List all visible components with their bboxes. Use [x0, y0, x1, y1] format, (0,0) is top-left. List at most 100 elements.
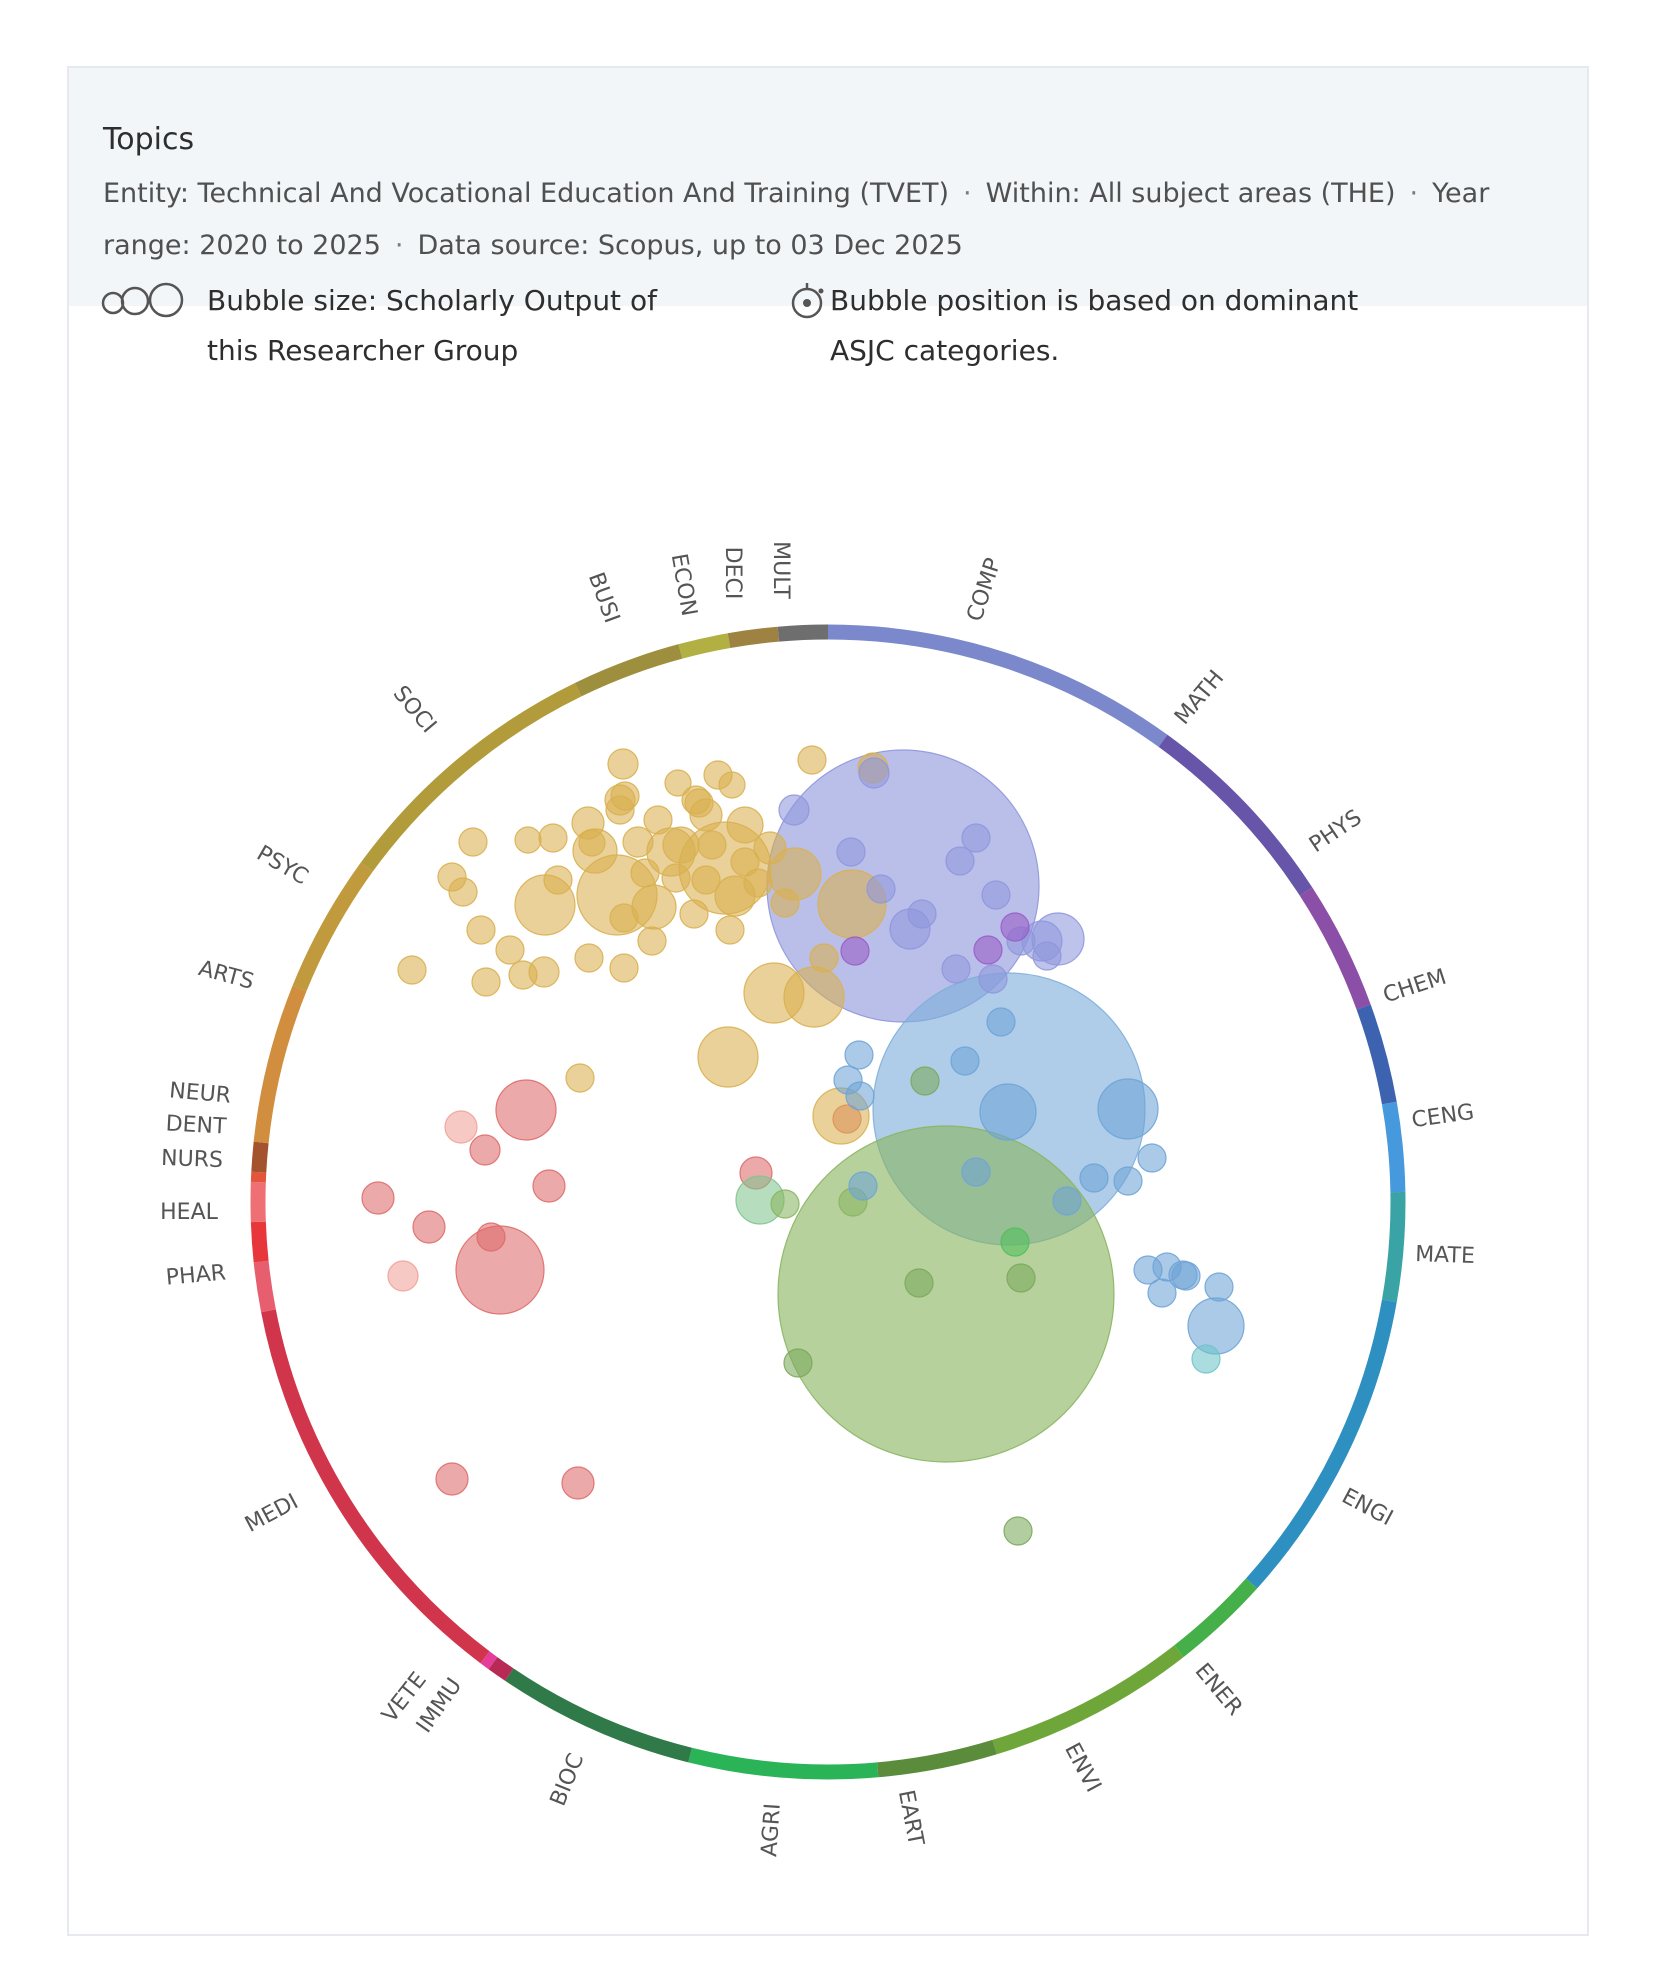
topic-bubble[interactable]: [1204, 1272, 1234, 1302]
topic-bubble[interactable]: [777, 1125, 1115, 1463]
ring-segment-psyc[interactable]: [292, 862, 373, 992]
topic-bubble[interactable]: [986, 1007, 1016, 1037]
topic-bubble[interactable]: [514, 826, 542, 854]
topic-bubble[interactable]: [1187, 1297, 1245, 1355]
topic-bubble[interactable]: [458, 827, 488, 857]
topic-bubble[interactable]: [609, 903, 639, 933]
topic-bubble[interactable]: [783, 1348, 813, 1378]
topic-bubble[interactable]: [532, 1169, 566, 1203]
topic-bubble[interactable]: [1006, 1263, 1036, 1293]
topic-bubble[interactable]: [973, 935, 1003, 965]
topic-bubble[interactable]: [466, 915, 496, 945]
topic-bubble[interactable]: [412, 1210, 446, 1244]
topic-bubble[interactable]: [543, 865, 573, 895]
topic-bubble[interactable]: [574, 943, 604, 973]
topic-bubble[interactable]: [941, 954, 971, 984]
topic-bubble[interactable]: [981, 880, 1011, 910]
topic-bubble[interactable]: [469, 1134, 501, 1166]
topic-bubble[interactable]: [718, 771, 746, 799]
topic-bubble[interactable]: [743, 868, 773, 898]
ring-segment-ener[interactable]: [1174, 1578, 1258, 1658]
topic-bubble[interactable]: [697, 830, 727, 860]
topic-bubble[interactable]: [444, 1110, 478, 1144]
topic-bubble[interactable]: [643, 805, 673, 835]
ring-segment-mult[interactable]: [777, 624, 829, 642]
ring-segment-deci[interactable]: [727, 626, 780, 649]
topic-bubble[interactable]: [495, 935, 525, 965]
topic-bubble[interactable]: [664, 769, 692, 797]
topic-bubble[interactable]: [961, 823, 991, 853]
topic-bubble[interactable]: [578, 829, 606, 857]
topic-bubble[interactable]: [435, 1462, 469, 1496]
topic-bubble[interactable]: [630, 858, 660, 888]
topic-bubble[interactable]: [770, 1189, 800, 1219]
topic-bubble[interactable]: [607, 748, 639, 780]
ring-segment-ceng[interactable]: [1381, 1101, 1406, 1193]
topic-bubble[interactable]: [637, 926, 667, 956]
topic-bubble[interactable]: [797, 745, 827, 775]
topic-bubble[interactable]: [978, 964, 1008, 994]
topic-bubble[interactable]: [609, 953, 639, 983]
ring-segment-eart[interactable]: [877, 1739, 997, 1778]
topic-bubble[interactable]: [1113, 1166, 1143, 1196]
topic-bubble[interactable]: [1147, 1278, 1177, 1308]
topic-bubble[interactable]: [833, 1065, 863, 1095]
topic-bubble[interactable]: [361, 1181, 395, 1215]
topic-bubble[interactable]: [904, 1268, 934, 1298]
ring-segment-immu[interactable]: [488, 1657, 514, 1681]
topic-bubble[interactable]: [858, 757, 890, 789]
topic-bubble[interactable]: [631, 884, 677, 930]
topic-bubble[interactable]: [1003, 1516, 1033, 1546]
topic-bubble[interactable]: [1000, 1227, 1030, 1257]
topic-bubble[interactable]: [844, 1040, 874, 1070]
topic-bubble[interactable]: [907, 899, 937, 929]
ring-segment-chem[interactable]: [1356, 1004, 1397, 1105]
topic-bubble[interactable]: [448, 877, 478, 907]
topic-bubble[interactable]: [950, 1046, 980, 1076]
ring-segment-phys[interactable]: [1299, 887, 1371, 1010]
ring-segment-agri[interactable]: [688, 1747, 879, 1780]
topic-bubble[interactable]: [910, 1066, 940, 1096]
ring-segment-soci[interactable]: [360, 682, 582, 872]
ring-segment-phar[interactable]: [253, 1260, 276, 1313]
ring-segment-bioc[interactable]: [505, 1668, 692, 1763]
topic-bubble[interactable]: [1097, 1078, 1159, 1140]
ring-segment-comp[interactable]: [827, 624, 1168, 747]
topic-bubble[interactable]: [715, 915, 745, 945]
topic-bubble[interactable]: [836, 837, 866, 867]
topic-bubble[interactable]: [1000, 912, 1030, 942]
topic-bubble[interactable]: [809, 943, 839, 973]
topic-bubble[interactable]: [528, 956, 560, 988]
ring-segment-engi[interactable]: [1246, 1299, 1397, 1589]
topic-bubble[interactable]: [387, 1260, 419, 1292]
topic-bubble[interactable]: [1052, 1186, 1082, 1216]
topic-bubble[interactable]: [770, 888, 800, 918]
ring-segment-math[interactable]: [1158, 734, 1313, 896]
topic-bubble[interactable]: [753, 831, 787, 865]
topic-bubble[interactable]: [961, 1157, 991, 1187]
topic-bubble[interactable]: [945, 846, 975, 876]
topic-bubble[interactable]: [495, 1079, 557, 1141]
topic-bubble[interactable]: [726, 806, 764, 844]
topic-bubble[interactable]: [848, 1171, 878, 1201]
topic-bubble[interactable]: [783, 966, 845, 1028]
topic-bubble[interactable]: [561, 1466, 595, 1500]
topic-bubble[interactable]: [1137, 1143, 1167, 1173]
ring-segment-neur[interactable]: [251, 1141, 269, 1173]
topic-bubble[interactable]: [622, 826, 654, 858]
topic-bubble[interactable]: [778, 794, 810, 826]
topic-bubble[interactable]: [662, 826, 700, 864]
topic-bubble[interactable]: [697, 1026, 759, 1088]
topic-bubble[interactable]: [840, 936, 870, 966]
ring-segment-econ[interactable]: [678, 633, 731, 659]
topic-bubble[interactable]: [397, 955, 427, 985]
topic-bubble[interactable]: [1079, 1163, 1109, 1193]
ring-segment-vete[interactable]: [480, 1651, 498, 1670]
ring-segment-busi[interactable]: [574, 644, 683, 697]
ring-segment-heal[interactable]: [250, 1221, 269, 1263]
topic-bubble[interactable]: [605, 795, 635, 825]
topic-bubble[interactable]: [691, 865, 721, 895]
ring-segment-envi[interactable]: [992, 1645, 1184, 1755]
topic-bubble[interactable]: [979, 1083, 1037, 1141]
topic-bubble[interactable]: [730, 847, 760, 877]
